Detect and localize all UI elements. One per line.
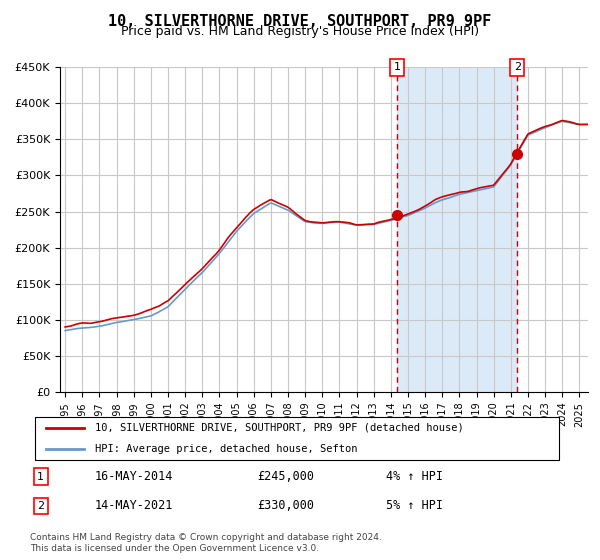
Text: 1: 1 <box>37 472 44 482</box>
Text: Price paid vs. HM Land Registry's House Price Index (HPI): Price paid vs. HM Land Registry's House … <box>121 25 479 38</box>
Text: 16-MAY-2014: 16-MAY-2014 <box>95 470 173 483</box>
FancyBboxPatch shape <box>35 417 559 460</box>
Text: £330,000: £330,000 <box>257 500 314 512</box>
Text: 14-MAY-2021: 14-MAY-2021 <box>95 500 173 512</box>
Text: Contains HM Land Registry data © Crown copyright and database right 2024.: Contains HM Land Registry data © Crown c… <box>30 533 382 542</box>
Text: 2: 2 <box>37 501 44 511</box>
Text: £245,000: £245,000 <box>257 470 314 483</box>
Text: This data is licensed under the Open Government Licence v3.0.: This data is licensed under the Open Gov… <box>30 544 319 553</box>
Text: HPI: Average price, detached house, Sefton: HPI: Average price, detached house, Seft… <box>95 444 358 454</box>
Text: 1: 1 <box>394 62 401 72</box>
Text: 10, SILVERTHORNE DRIVE, SOUTHPORT, PR9 9PF: 10, SILVERTHORNE DRIVE, SOUTHPORT, PR9 9… <box>109 14 491 29</box>
Text: 4% ↑ HPI: 4% ↑ HPI <box>386 470 443 483</box>
Text: 5% ↑ HPI: 5% ↑ HPI <box>386 500 443 512</box>
Text: 10, SILVERTHORNE DRIVE, SOUTHPORT, PR9 9PF (detached house): 10, SILVERTHORNE DRIVE, SOUTHPORT, PR9 9… <box>95 423 464 433</box>
Text: 2: 2 <box>514 62 521 72</box>
Bar <box>397 67 517 392</box>
